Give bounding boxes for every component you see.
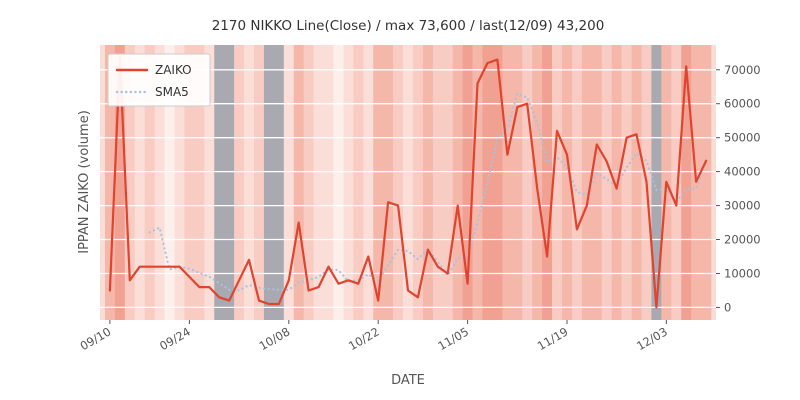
y-tick-label: 20000 <box>724 233 761 247</box>
y-tick-label: 40000 <box>724 165 761 179</box>
legend: ZAIKO SMA5 <box>107 53 211 107</box>
legend-label-zaiko: ZAIKO <box>155 63 192 77</box>
y-axis-label: IPPAN ZAIKO (volume) <box>77 110 92 254</box>
y-tick-label: 30000 <box>724 199 761 213</box>
y-tick-label: 70000 <box>724 63 761 77</box>
series-lines <box>108 56 708 309</box>
y-tick-label: 10000 <box>724 267 761 281</box>
legend-box <box>107 53 211 107</box>
y-tick-label: 0 <box>724 300 731 314</box>
plot-layer: 01000020000300004000050000600007000009/1… <box>78 45 761 353</box>
background-bands <box>104 45 712 320</box>
y-tick-label: 60000 <box>724 97 761 111</box>
y-tick-label: 50000 <box>724 131 761 145</box>
legend-label-sma5: SMA5 <box>155 85 189 99</box>
x-axis-label: DATE <box>391 373 425 388</box>
zaiko-line <box>108 56 708 309</box>
chart-title: 2170 NIKKO Line(Close) / max 73,600 / la… <box>212 18 605 34</box>
